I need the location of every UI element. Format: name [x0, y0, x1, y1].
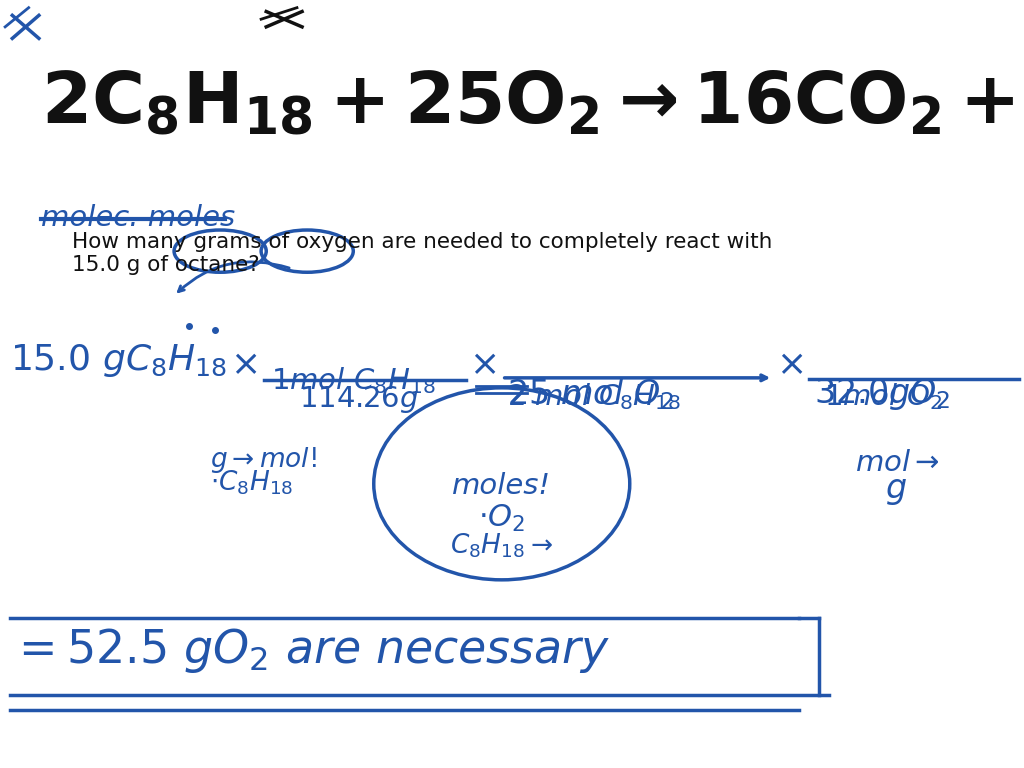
Text: $\times$: $\times$: [230, 347, 258, 381]
Text: $\cdot C_8H_{18}$: $\cdot C_8H_{18}$: [210, 468, 293, 497]
Text: 15.0 g of octane?: 15.0 g of octane?: [72, 255, 259, 275]
Text: g: g: [886, 472, 907, 505]
Text: How many grams of oxygen are needed to completely react with: How many grams of oxygen are needed to c…: [72, 232, 772, 252]
Text: $mol\rightarrow$: $mol\rightarrow$: [855, 449, 940, 477]
Text: $25\ mol\ O_2$: $25\ mol\ O_2$: [507, 376, 674, 412]
Text: $C_8H_{18}\rightarrow$: $C_8H_{18}\rightarrow$: [451, 531, 553, 560]
Text: $2\ mol\ C_8H_{18}$: $2\ mol\ C_8H_{18}$: [507, 382, 681, 412]
Text: moles!: moles!: [453, 472, 551, 500]
Text: $\mathbf{2C_8H_{18}+25O_2 \rightarrow 16CO_2+18H_2O}$: $\mathbf{2C_8H_{18}+25O_2 \rightarrow 16…: [41, 69, 1024, 138]
Text: $\times$: $\times$: [469, 347, 497, 381]
Text: $114.26g$: $114.26g$: [299, 384, 419, 415]
Text: $= 52.5\ gO_2\ are\ necessary$: $= 52.5\ gO_2\ are\ necessary$: [10, 626, 610, 675]
Text: $15.0\ gC_8H_{18}$: $15.0\ gC_8H_{18}$: [10, 342, 227, 379]
Text: $32.0gO_2$: $32.0gO_2$: [814, 376, 950, 412]
Text: molec. moles: molec. moles: [41, 204, 236, 231]
Text: $1mol\ C_8H_{18}$: $1mol\ C_8H_{18}$: [271, 365, 436, 396]
Text: $g\rightarrow mol!$: $g\rightarrow mol!$: [210, 445, 316, 475]
Text: $1mol\ O_2$: $1mol\ O_2$: [824, 382, 942, 412]
Text: $\cdot O_2$: $\cdot O_2$: [478, 503, 525, 534]
Text: $\times$: $\times$: [776, 347, 804, 381]
